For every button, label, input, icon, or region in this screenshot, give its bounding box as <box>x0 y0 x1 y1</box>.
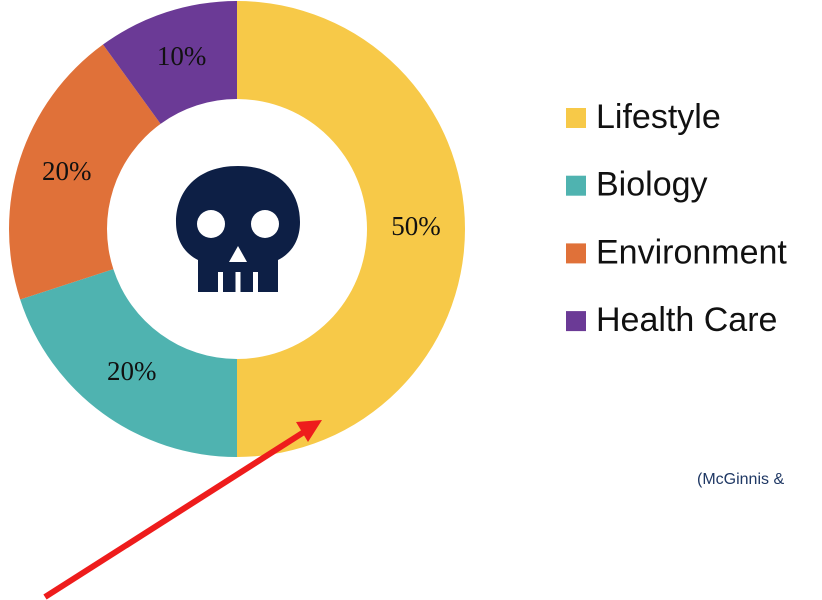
legend-swatch <box>566 108 586 128</box>
legend-label: Biology <box>596 166 708 204</box>
legend-label: Lifestyle <box>596 98 721 136</box>
value-label: 20% <box>107 356 157 386</box>
value-label: 50% <box>391 211 441 241</box>
value-label: 10% <box>157 41 207 71</box>
legend-swatch <box>566 311 586 332</box>
legend-swatch <box>566 243 586 264</box>
skull-icon <box>176 166 300 292</box>
citation: (McGinnis & <box>697 471 784 488</box>
legend-label: Health Care <box>596 301 777 339</box>
donut-segment <box>20 269 237 457</box>
donut-segment <box>8 44 161 300</box>
legend-swatch <box>566 175 586 196</box>
value-label: 20% <box>42 156 92 186</box>
donut-segment <box>102 1 238 124</box>
legend-label: Environment <box>596 233 787 271</box>
arrow <box>43 420 322 600</box>
donut-segment <box>237 1 465 457</box>
